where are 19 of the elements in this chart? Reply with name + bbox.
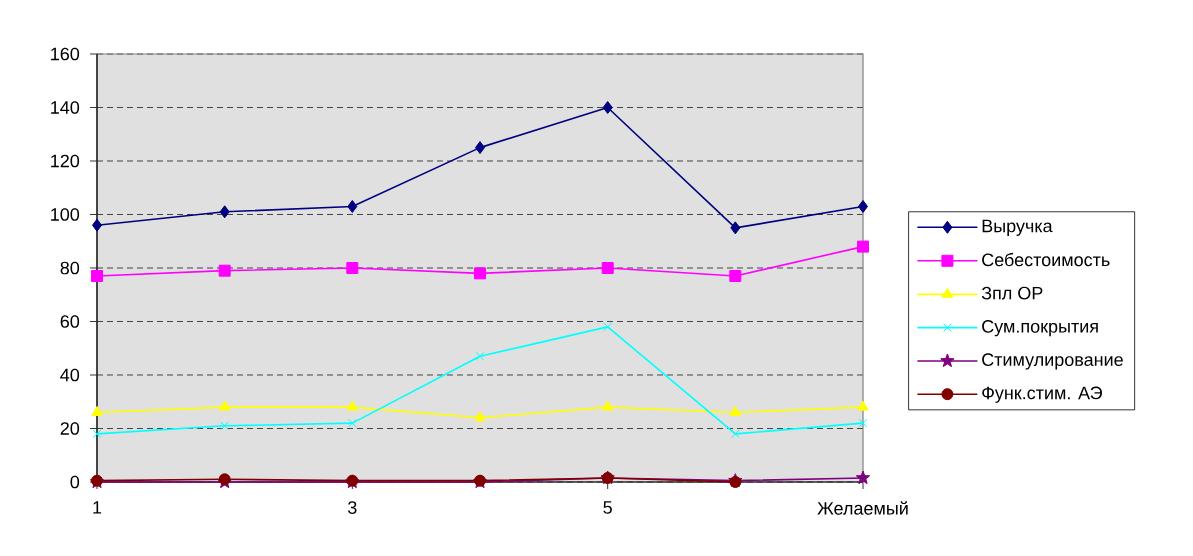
legend-label: Стимулирование — [982, 353, 1123, 370]
x-tick-label: Желаемый — [817, 501, 908, 515]
y-tick-label: 60 — [60, 315, 80, 328]
legend-label: Функ.стим. АЭ — [982, 386, 1102, 403]
legend-label: Выручка — [982, 219, 1053, 236]
y-tick-label: 160 — [51, 47, 80, 61]
y-tick-label: 20 — [60, 422, 80, 435]
legend-label: Зпл ОР — [981, 286, 1043, 300]
legend-label: Сум.покрытия — [982, 320, 1098, 337]
y-tick-label: 100 — [51, 208, 80, 221]
legend-label: Себестоимость — [982, 252, 1110, 267]
y-tick-label: 140 — [51, 101, 80, 114]
x-tick-label: 3 — [348, 501, 357, 514]
x-tick-label: 5 — [603, 501, 612, 514]
y-tick-label: 80 — [60, 261, 80, 275]
x-tick-label: 1 — [93, 501, 102, 514]
y-tick-label: 40 — [60, 368, 80, 382]
y-tick-label: 0 — [70, 475, 80, 489]
y-tick-label: 120 — [51, 154, 80, 168]
